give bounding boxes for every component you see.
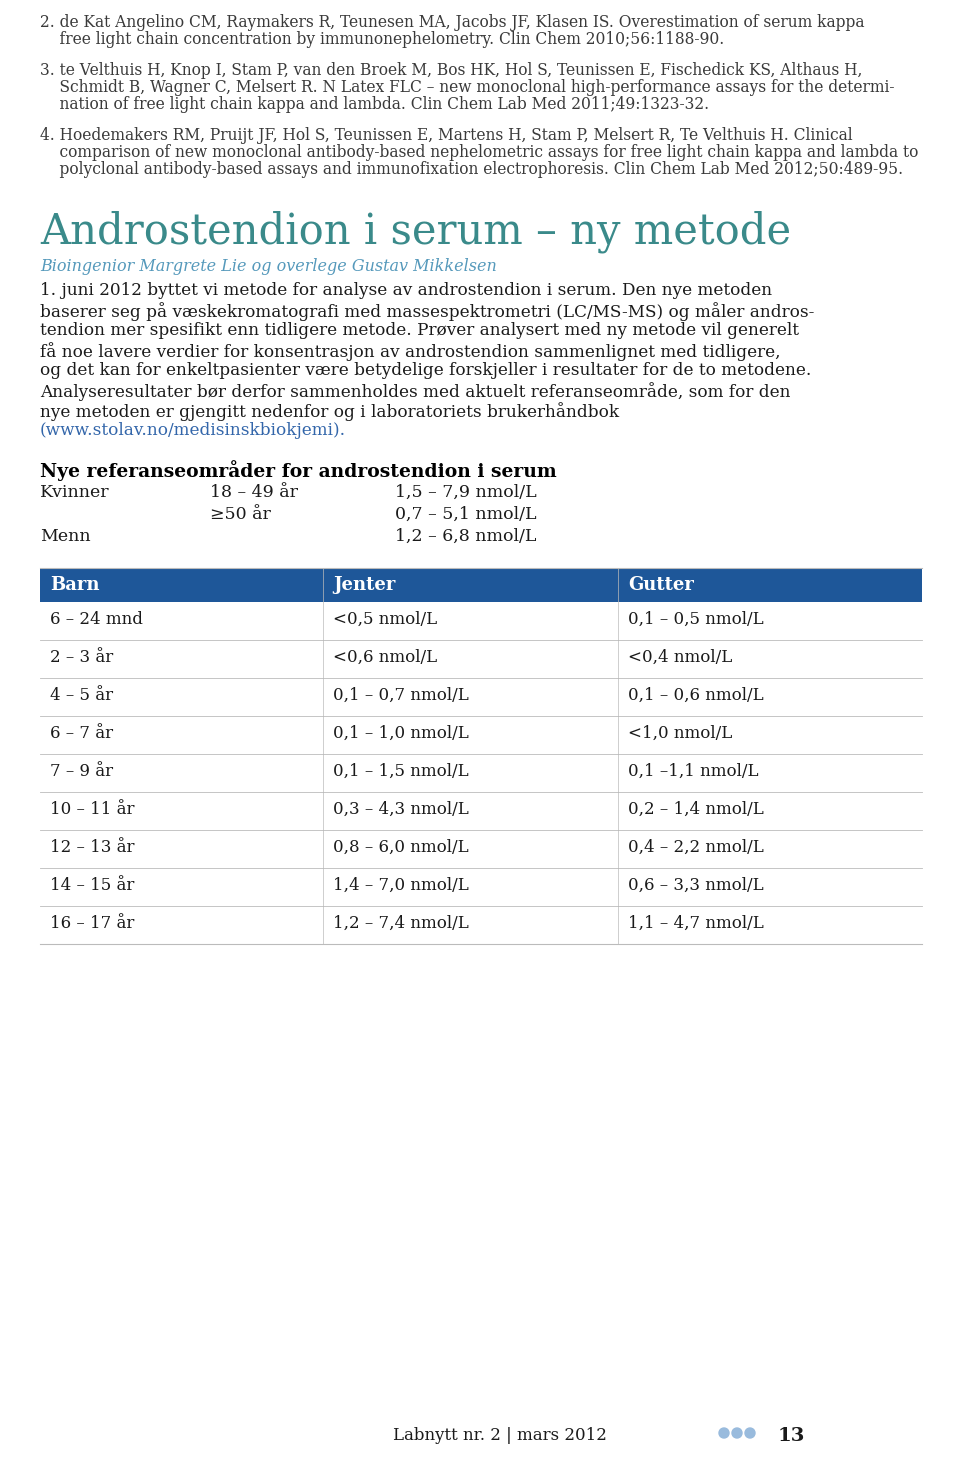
Bar — [618, 569, 922, 602]
Text: 1,5 – 7,9 nmol/L: 1,5 – 7,9 nmol/L — [395, 484, 537, 502]
Bar — [40, 569, 323, 602]
Circle shape — [732, 1427, 742, 1438]
Text: 4. Hoedemakers RM, Pruijt JF, Hol S, Teunissen E, Martens H, Stam P, Melsert R, : 4. Hoedemakers RM, Pruijt JF, Hol S, Teu… — [40, 127, 852, 144]
Bar — [618, 640, 922, 678]
Text: 0,6 – 3,3 nmol/L: 0,6 – 3,3 nmol/L — [628, 878, 763, 894]
Text: Nye referanseområder for androstendion i serum: Nye referanseområder for androstendion i… — [40, 461, 557, 481]
Bar — [618, 792, 922, 830]
Text: 7 – 9 år: 7 – 9 år — [50, 763, 113, 780]
Text: 0,1 –1,1 nmol/L: 0,1 –1,1 nmol/L — [628, 763, 758, 780]
Text: nation of free light chain kappa and lambda. Clin Chem Lab Med 2011;49:1323-32.: nation of free light chain kappa and lam… — [40, 96, 709, 114]
Bar — [323, 716, 618, 754]
Bar — [323, 640, 618, 678]
Text: Jenter: Jenter — [333, 576, 396, 593]
Text: Bioingenior Margrete Lie og overlege Gustav Mikkelsen: Bioingenior Margrete Lie og overlege Gus… — [40, 258, 496, 276]
Text: Barn: Barn — [50, 576, 100, 593]
Text: <0,4 nmol/L: <0,4 nmol/L — [628, 649, 732, 666]
Bar — [618, 678, 922, 716]
Text: ≥50 år: ≥50 år — [210, 506, 271, 523]
Text: 4 – 5 år: 4 – 5 år — [50, 687, 113, 704]
Text: 12 – 13 år: 12 – 13 år — [50, 838, 134, 856]
Text: free light chain concentration by immunonephelometry. Clin Chem 2010;56:1188-90.: free light chain concentration by immuno… — [40, 31, 724, 48]
Text: 0,1 – 1,0 nmol/L: 0,1 – 1,0 nmol/L — [333, 725, 468, 742]
Text: 0,3 – 4,3 nmol/L: 0,3 – 4,3 nmol/L — [333, 800, 468, 818]
Text: 6 – 24 mnd: 6 – 24 mnd — [50, 611, 143, 628]
Bar — [40, 640, 323, 678]
Text: 1,2 – 7,4 nmol/L: 1,2 – 7,4 nmol/L — [333, 916, 468, 932]
Bar — [40, 868, 323, 905]
Bar — [323, 754, 618, 792]
Bar — [323, 830, 618, 868]
Text: Gutter: Gutter — [628, 576, 694, 593]
Text: 1,2 – 6,8 nmol/L: 1,2 – 6,8 nmol/L — [395, 528, 537, 545]
Bar — [618, 602, 922, 640]
Bar — [323, 868, 618, 905]
Text: 13: 13 — [778, 1427, 805, 1445]
Bar — [323, 678, 618, 716]
Text: polyclonal antibody-based assays and immunofixation electrophoresis. Clin Chem L: polyclonal antibody-based assays and imm… — [40, 160, 903, 178]
Text: baserer seg på væskekromatografi med massespektrometri (LC/MS-MS) og måler andro: baserer seg på væskekromatografi med mas… — [40, 302, 814, 321]
Bar — [40, 678, 323, 716]
Text: comparison of new monoclonal antibody-based nephelometric assays for free light : comparison of new monoclonal antibody-ba… — [40, 144, 919, 160]
Text: <1,0 nmol/L: <1,0 nmol/L — [628, 725, 732, 742]
Text: Kvinner: Kvinner — [40, 484, 109, 502]
Text: 0,8 – 6,0 nmol/L: 0,8 – 6,0 nmol/L — [333, 838, 468, 856]
Bar — [323, 569, 618, 602]
Bar — [40, 830, 323, 868]
Text: 16 – 17 år: 16 – 17 år — [50, 916, 134, 932]
Text: 0,1 – 0,5 nmol/L: 0,1 – 0,5 nmol/L — [628, 611, 763, 628]
Bar — [40, 602, 323, 640]
Text: (www.stolav.no/medisinskbiokjemi).: (www.stolav.no/medisinskbiokjemi). — [40, 421, 347, 439]
Bar — [40, 905, 323, 943]
Bar — [618, 754, 922, 792]
Text: 0,1 – 1,5 nmol/L: 0,1 – 1,5 nmol/L — [333, 763, 468, 780]
Bar — [618, 905, 922, 943]
Bar — [323, 602, 618, 640]
Text: 0,2 – 1,4 nmol/L: 0,2 – 1,4 nmol/L — [628, 800, 764, 818]
Bar — [618, 716, 922, 754]
Text: 0,4 – 2,2 nmol/L: 0,4 – 2,2 nmol/L — [628, 838, 764, 856]
Bar — [40, 716, 323, 754]
Text: og det kan for enkeltpasienter være betydelige forskjeller i resultater for de t: og det kan for enkeltpasienter være bety… — [40, 362, 811, 379]
Bar — [618, 868, 922, 905]
Text: Analyseresultater bør derfor sammenholdes med aktuelt referanseområde, som for d: Analyseresultater bør derfor sammenholde… — [40, 382, 790, 401]
Text: 2 – 3 år: 2 – 3 år — [50, 649, 113, 666]
Bar — [323, 792, 618, 830]
Bar — [40, 792, 323, 830]
Text: få noe lavere verdier for konsentrasjon av androstendion sammenlignet med tidlig: få noe lavere verdier for konsentrasjon … — [40, 343, 780, 362]
Text: 1,4 – 7,0 nmol/L: 1,4 – 7,0 nmol/L — [333, 878, 468, 894]
Bar — [40, 754, 323, 792]
Text: 6 – 7 år: 6 – 7 år — [50, 725, 113, 742]
Text: 1,1 – 4,7 nmol/L: 1,1 – 4,7 nmol/L — [628, 916, 764, 932]
Text: <0,6 nmol/L: <0,6 nmol/L — [333, 649, 437, 666]
Text: tendion mer spesifikt enn tidligere metode. Prøver analysert med ny metode vil g: tendion mer spesifikt enn tidligere meto… — [40, 322, 799, 340]
Bar — [323, 905, 618, 943]
Text: 18 – 49 år: 18 – 49 år — [210, 484, 298, 502]
Circle shape — [745, 1427, 755, 1438]
Text: 2. de Kat Angelino CM, Raymakers R, Teunesen MA, Jacobs JF, Klasen IS. Overestim: 2. de Kat Angelino CM, Raymakers R, Teun… — [40, 15, 865, 31]
Text: <0,5 nmol/L: <0,5 nmol/L — [333, 611, 437, 628]
Text: 0,1 – 0,6 nmol/L: 0,1 – 0,6 nmol/L — [628, 687, 763, 704]
Text: Schmidt B, Wagner C, Melsert R. N Latex FLC – new monoclonal high-performance as: Schmidt B, Wagner C, Melsert R. N Latex … — [40, 79, 895, 96]
Text: 0,7 – 5,1 nmol/L: 0,7 – 5,1 nmol/L — [395, 506, 537, 523]
Text: 1. juni 2012 byttet vi metode for analyse av androstendion i serum. Den nye meto: 1. juni 2012 byttet vi metode for analys… — [40, 281, 772, 299]
Bar — [618, 830, 922, 868]
Text: 3. te Velthuis H, Knop I, Stam P, van den Broek M, Bos HK, Hol S, Teunissen E, F: 3. te Velthuis H, Knop I, Stam P, van de… — [40, 63, 862, 79]
Text: 14 – 15 år: 14 – 15 år — [50, 878, 134, 894]
Text: 0,1 – 0,7 nmol/L: 0,1 – 0,7 nmol/L — [333, 687, 468, 704]
Text: Androstendion i serum – ny metode: Androstendion i serum – ny metode — [40, 210, 791, 252]
Text: 10 – 11 år: 10 – 11 år — [50, 800, 134, 818]
Circle shape — [719, 1427, 729, 1438]
Text: nye metoden er gjengitt nedenfor og i laboratoriets brukerhåndbok: nye metoden er gjengitt nedenfor og i la… — [40, 402, 619, 421]
Text: Labnytt nr. 2 | mars 2012: Labnytt nr. 2 | mars 2012 — [393, 1427, 607, 1443]
Text: Menn: Menn — [40, 528, 90, 545]
